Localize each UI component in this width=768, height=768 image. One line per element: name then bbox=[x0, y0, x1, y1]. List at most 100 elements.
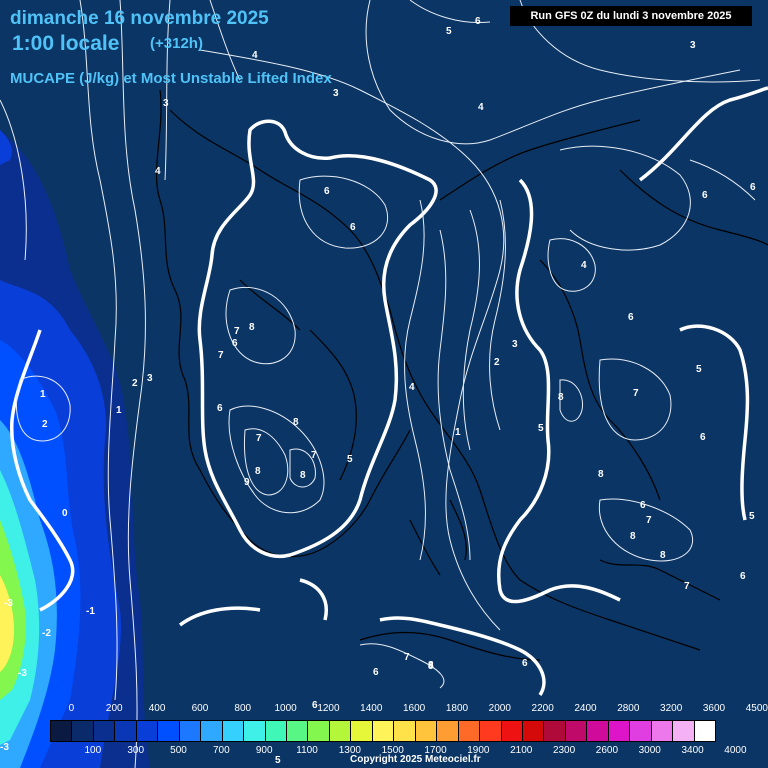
legend-swatch bbox=[522, 721, 545, 741]
contour-label: 1 bbox=[116, 405, 122, 416]
contour-label: 5 bbox=[347, 454, 353, 465]
legend-swatch bbox=[286, 721, 309, 741]
contour-label: 7 bbox=[218, 350, 224, 361]
legend-swatch bbox=[329, 721, 352, 741]
legend-tick-bottom: 100 bbox=[84, 745, 102, 756]
contour-label: 7 bbox=[234, 326, 240, 337]
legend-tick-bottom: 3400 bbox=[681, 745, 704, 756]
contour-label: 9 bbox=[244, 477, 250, 488]
legend-tick-bottom: 3000 bbox=[638, 745, 661, 756]
legend-tick-bottom: 700 bbox=[213, 745, 230, 756]
forecast-date: dimanche 16 novembre 2025 bbox=[10, 8, 269, 29]
legend-swatch bbox=[608, 721, 631, 741]
legend-swatch bbox=[544, 721, 566, 741]
contour-label: 6 bbox=[350, 222, 356, 233]
legend-tick-bottom: 500 bbox=[170, 745, 187, 756]
contour-label: 6 bbox=[522, 658, 528, 669]
contour-label: 4 bbox=[409, 382, 415, 393]
contour-label: 8 bbox=[300, 470, 306, 481]
contour-label: 7 bbox=[646, 515, 652, 526]
contour-thick-6 bbox=[379, 616, 546, 696]
contour-label: -2 bbox=[42, 628, 51, 639]
contour-label: 3 bbox=[333, 88, 339, 99]
legend-swatch bbox=[51, 721, 73, 741]
contour-label: 7 bbox=[633, 388, 639, 399]
legend-swatch bbox=[437, 721, 459, 741]
legend-swatch bbox=[136, 721, 159, 741]
legend-tick-top: 3200 bbox=[660, 703, 683, 714]
contour-label: 6 bbox=[702, 190, 708, 201]
contour-label: 8 bbox=[249, 322, 255, 333]
legend-swatch bbox=[651, 721, 674, 741]
contour-label: 3 bbox=[163, 98, 169, 109]
legend-tick-bottom: 4000 bbox=[724, 745, 747, 756]
contour-label: 6 bbox=[312, 700, 318, 711]
contour-thick-3 bbox=[497, 178, 621, 604]
cape-fill-blue-small bbox=[0, 130, 12, 165]
legend-tick-bottom: 900 bbox=[255, 745, 273, 756]
legend-tick-bottom: 300 bbox=[127, 745, 145, 756]
legend-tick-bottom: 2600 bbox=[595, 745, 619, 756]
contour-label: -3 bbox=[4, 598, 13, 609]
legend-tick-top: 1600 bbox=[403, 703, 426, 714]
contour-label: 7 bbox=[256, 433, 262, 444]
contour-label: 2 bbox=[42, 419, 48, 430]
contour-label: -1 bbox=[86, 606, 95, 617]
legend-swatch bbox=[565, 721, 588, 741]
legend-swatch bbox=[351, 721, 373, 741]
legend-swatch bbox=[394, 721, 416, 741]
legend-tick-bottom: 1300 bbox=[338, 745, 361, 756]
legend-swatch bbox=[308, 721, 330, 741]
legend-tick-top: 1200 bbox=[317, 703, 340, 714]
contour-label: 5 bbox=[696, 364, 702, 375]
legend-swatch bbox=[222, 721, 245, 741]
legend-swatch bbox=[93, 721, 116, 741]
coastlines bbox=[155, 89, 768, 661]
legend-swatch bbox=[115, 721, 137, 741]
legend-tick-top: 1800 bbox=[445, 703, 469, 714]
legend-swatch bbox=[415, 721, 438, 741]
contour-label: -3 bbox=[0, 742, 9, 753]
contour-label: 5 bbox=[446, 26, 452, 37]
legend-tick-top: 2000 bbox=[488, 703, 511, 714]
legend-tick-top: 400 bbox=[148, 703, 166, 714]
contour-label: 4 bbox=[478, 102, 484, 113]
legend-tick-top: 1400 bbox=[360, 703, 383, 714]
legend-tick-bottom: 1700 bbox=[424, 745, 447, 756]
contour-label: 8 bbox=[558, 392, 564, 403]
cape-fill-areas bbox=[0, 130, 150, 768]
contour-label: 8 bbox=[630, 531, 636, 542]
legend-swatch bbox=[673, 721, 695, 741]
contour-label: 8 bbox=[660, 550, 666, 561]
contour-label: 5 bbox=[538, 423, 544, 434]
legend-swatch bbox=[587, 721, 609, 741]
legend-tick-bottom: 2300 bbox=[552, 745, 576, 756]
contour-label: 7 bbox=[311, 450, 317, 461]
contour-label: 2 bbox=[132, 378, 138, 389]
legend-swatch bbox=[158, 721, 180, 741]
forecast-time: 1:00 locale bbox=[12, 32, 120, 55]
legend-tick-bottom: 1100 bbox=[296, 745, 318, 756]
legend-tick-bottom: 1500 bbox=[381, 745, 404, 756]
contour-label: 7 bbox=[404, 652, 410, 663]
legend-bottom-ticks: 100 300 500 700 900 1100 1300 1500 1700 1900 2100 2… bbox=[0, 745, 768, 759]
contour-label: -3 bbox=[18, 668, 27, 679]
contour-label: 6 bbox=[700, 432, 706, 443]
contour-label: 3 bbox=[690, 40, 696, 51]
forecast-offset: (+312h) bbox=[150, 35, 203, 52]
contour-thick-2 bbox=[9, 329, 75, 612]
copyright-text: Copyright 2025 Meteociel.fr bbox=[350, 754, 481, 765]
contour-thick-7 bbox=[178, 578, 328, 627]
contour-label: 8 bbox=[428, 661, 434, 672]
legend-tick-top: 600 bbox=[191, 703, 209, 714]
contour-label: 2 bbox=[494, 357, 500, 368]
legend-tick-bottom: 1900 bbox=[467, 745, 490, 756]
legend-top-ticks: 0 200 400 600 800 1000 1200 1400 1600 1800 2000 220… bbox=[0, 703, 768, 717]
contour-label: 8 bbox=[428, 660, 434, 671]
legend-swatch bbox=[372, 721, 395, 741]
legend-swatch bbox=[265, 721, 287, 741]
contour-label: 8 bbox=[598, 469, 604, 480]
